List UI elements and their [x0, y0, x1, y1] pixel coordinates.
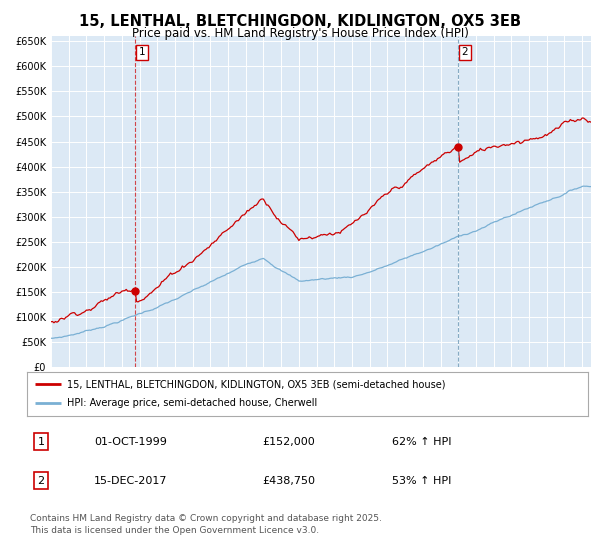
Text: £152,000: £152,000: [263, 437, 316, 447]
Text: 1: 1: [139, 48, 145, 58]
Text: 53% ↑ HPI: 53% ↑ HPI: [392, 476, 451, 486]
Text: 01-OCT-1999: 01-OCT-1999: [94, 437, 167, 447]
Text: 62% ↑ HPI: 62% ↑ HPI: [392, 437, 451, 447]
Text: 2: 2: [461, 48, 468, 58]
Text: HPI: Average price, semi-detached house, Cherwell: HPI: Average price, semi-detached house,…: [67, 398, 317, 408]
Text: 15-DEC-2017: 15-DEC-2017: [94, 476, 168, 486]
Text: £438,750: £438,750: [263, 476, 316, 486]
Text: Contains HM Land Registry data © Crown copyright and database right 2025.
This d: Contains HM Land Registry data © Crown c…: [30, 514, 382, 535]
Text: Price paid vs. HM Land Registry's House Price Index (HPI): Price paid vs. HM Land Registry's House …: [131, 27, 469, 40]
Text: 2: 2: [37, 476, 44, 486]
Text: 15, LENTHAL, BLETCHINGDON, KIDLINGTON, OX5 3EB (semi-detached house): 15, LENTHAL, BLETCHINGDON, KIDLINGTON, O…: [67, 379, 446, 389]
Text: 15, LENTHAL, BLETCHINGDON, KIDLINGTON, OX5 3EB: 15, LENTHAL, BLETCHINGDON, KIDLINGTON, O…: [79, 14, 521, 29]
Text: 1: 1: [38, 437, 44, 447]
